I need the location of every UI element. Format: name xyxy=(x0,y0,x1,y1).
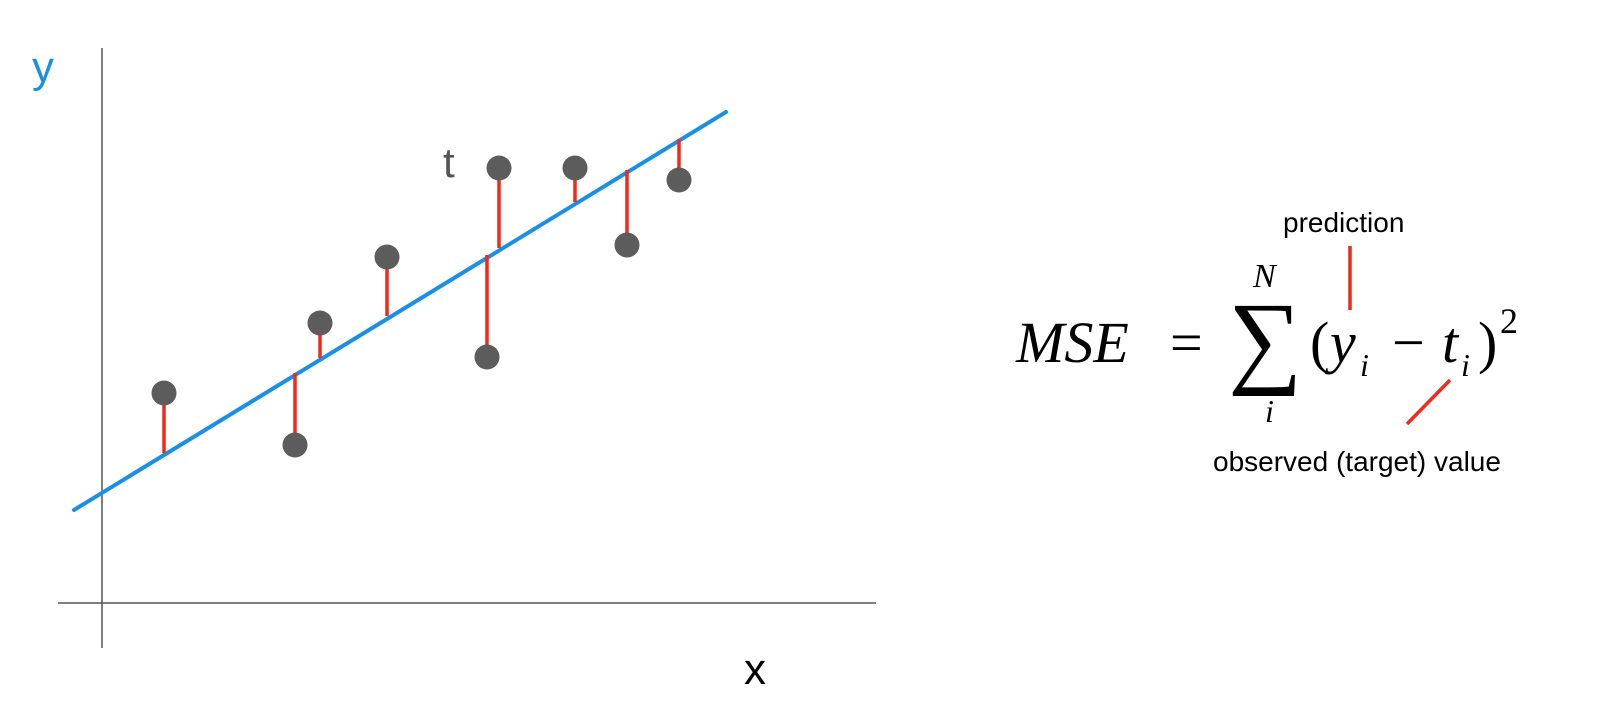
formula-t-var: t xyxy=(1442,310,1460,375)
data-point xyxy=(486,155,512,181)
data-point xyxy=(374,244,400,270)
data-point xyxy=(562,155,588,181)
formula-open-paren: ( xyxy=(1310,310,1329,375)
data-points xyxy=(151,155,692,458)
target-label: t xyxy=(443,139,455,186)
observed-annotation: observed (target) value xyxy=(1213,446,1501,477)
data-point xyxy=(282,432,308,458)
formula-y-subscript: i xyxy=(1360,347,1369,383)
formula-y-var: y xyxy=(1325,310,1356,375)
x-axis-label: x xyxy=(744,645,766,694)
data-point xyxy=(666,167,692,193)
formula-equals: = xyxy=(1170,310,1203,375)
prediction-annotation: prediction xyxy=(1283,207,1404,238)
data-point xyxy=(474,344,500,370)
formula-t-subscript: i xyxy=(1461,347,1470,383)
summation-upper-limit: N xyxy=(1252,258,1278,295)
summation-lower-limit: i xyxy=(1265,393,1274,429)
data-point xyxy=(307,310,333,336)
data-point xyxy=(151,380,177,406)
formula-close-paren: ) xyxy=(1478,310,1497,375)
regression-line xyxy=(72,110,728,512)
y-axis-label: y xyxy=(32,43,54,92)
formula-exponent: 2 xyxy=(1500,301,1518,341)
mse-formula: MSE = ∑ N i ( y i − t i ) 2 xyxy=(1015,258,1518,429)
observed-pointer xyxy=(1405,378,1452,426)
formula-lhs: MSE xyxy=(1015,310,1129,375)
data-point xyxy=(614,232,640,258)
formula-minus: − xyxy=(1392,310,1425,375)
summation-symbol: ∑ xyxy=(1228,282,1302,397)
